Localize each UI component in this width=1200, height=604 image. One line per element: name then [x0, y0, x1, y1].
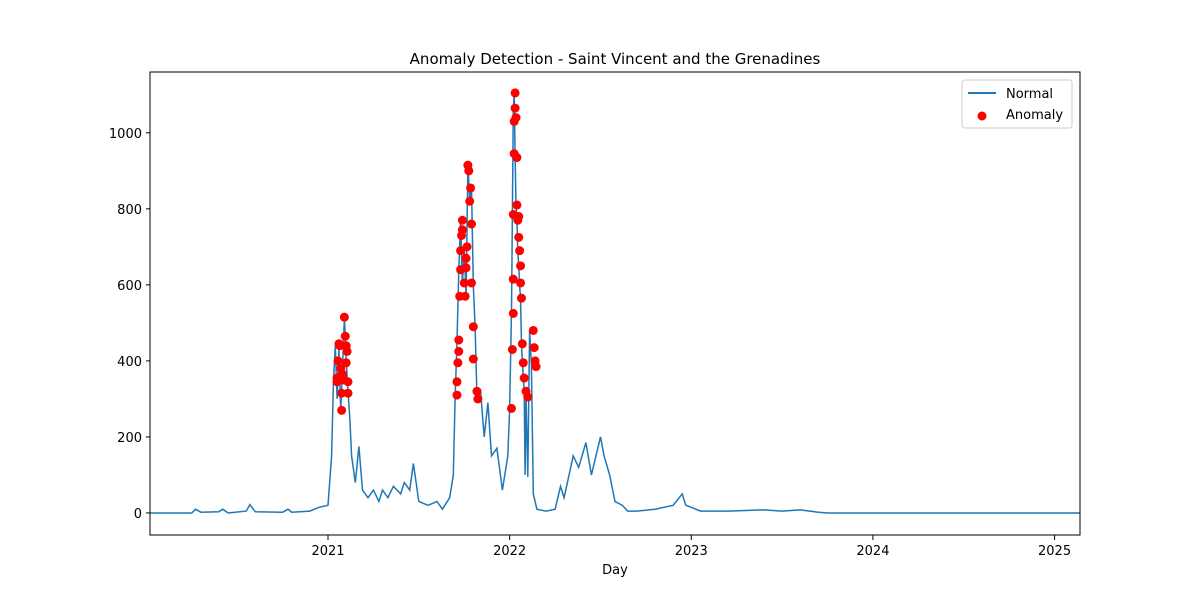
x-tick-label: 2023	[675, 544, 708, 559]
anomaly-point	[516, 293, 526, 303]
anomaly-point	[468, 354, 478, 364]
anomaly-point	[337, 405, 347, 415]
anomaly-point	[342, 346, 352, 356]
legend-label: Normal	[1006, 87, 1053, 102]
anomaly-point	[473, 394, 483, 404]
x-axis-label: Day	[602, 563, 628, 578]
anomaly-point	[454, 346, 464, 356]
legend-label: Anomaly	[1006, 108, 1063, 123]
anomaly-point	[341, 358, 351, 368]
anomaly-point	[457, 215, 467, 225]
anomaly-point	[335, 341, 345, 351]
x-tick-label: 2024	[856, 544, 889, 559]
y-tick-label: 600	[117, 279, 142, 294]
anomaly-point	[517, 339, 527, 349]
anomaly-point	[454, 335, 464, 345]
anomaly-point	[515, 246, 525, 256]
anomaly-point	[461, 263, 471, 273]
y-tick-label: 0	[134, 507, 142, 522]
y-tick-label: 400	[117, 355, 142, 370]
anomaly-point	[340, 331, 350, 341]
anomaly-point	[339, 312, 349, 322]
anomaly-point	[516, 261, 526, 271]
anomaly-point	[462, 242, 472, 252]
anomaly-point	[510, 103, 520, 113]
anomaly-point	[468, 322, 478, 332]
anomaly-point	[452, 390, 462, 400]
anomaly-point	[460, 291, 470, 301]
anomaly-point	[514, 232, 524, 242]
y-tick-label: 200	[117, 431, 142, 446]
anomaly-point	[343, 388, 353, 398]
x-tick-label: 2022	[493, 544, 526, 559]
y-tick-label: 1000	[109, 127, 142, 142]
anomaly-point	[464, 166, 474, 176]
anomaly-point	[461, 253, 471, 263]
anomaly-point	[512, 153, 522, 163]
anomaly-point	[337, 388, 347, 398]
anomaly-point	[516, 278, 526, 288]
anomaly-point	[472, 386, 482, 396]
anomaly-point	[514, 211, 524, 221]
legend-marker	[977, 111, 987, 121]
chart-title: Anomaly Detection - Saint Vincent and th…	[410, 50, 821, 68]
anomaly-point	[511, 113, 521, 123]
anomaly-point	[508, 274, 518, 284]
anomaly-point	[453, 358, 463, 368]
anomaly-point	[508, 308, 518, 318]
anomaly-point	[467, 278, 477, 288]
anomaly-point	[512, 200, 522, 210]
anomaly-point	[457, 225, 467, 235]
anomaly-point	[518, 358, 528, 368]
anomaly-point	[506, 403, 516, 413]
anomaly-point	[465, 196, 475, 206]
anomaly-point	[510, 88, 520, 98]
anomaly-point	[529, 343, 539, 353]
x-tick-label: 2021	[311, 544, 344, 559]
anomaly-point	[459, 278, 469, 288]
anomaly-point	[333, 356, 343, 366]
anomaly-point	[519, 373, 529, 383]
anomaly-point	[507, 344, 517, 354]
anomaly-point	[523, 392, 533, 402]
anomaly-point	[343, 377, 353, 387]
axes-frame	[149, 71, 1081, 536]
anomaly-point	[452, 377, 462, 387]
anomaly-point	[467, 219, 477, 229]
anomaly-point	[466, 183, 476, 193]
y-tick-label: 800	[117, 203, 142, 218]
x-tick-label: 2025	[1038, 544, 1071, 559]
anomaly-point	[531, 362, 541, 372]
anomaly-point	[528, 325, 538, 335]
